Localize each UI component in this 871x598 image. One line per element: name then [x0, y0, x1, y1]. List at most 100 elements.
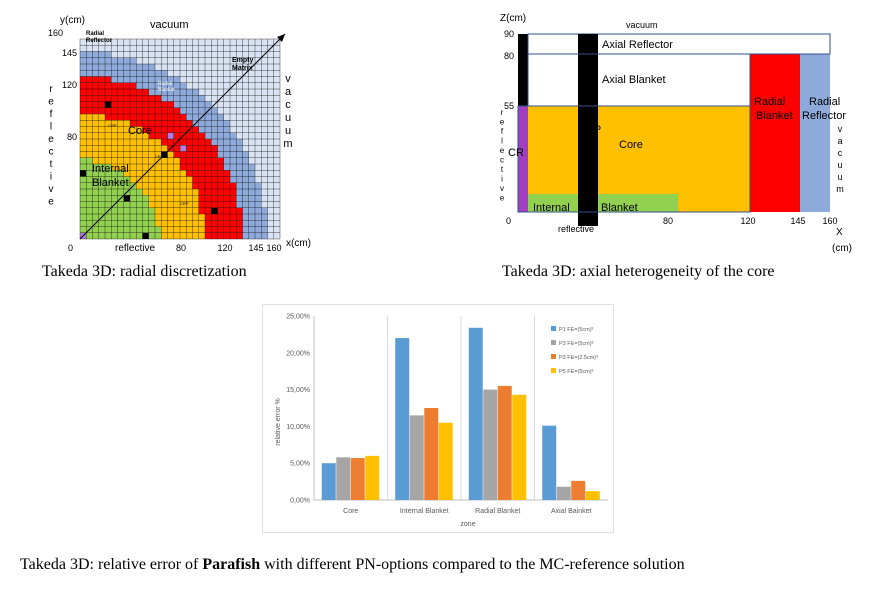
grid-cell	[198, 207, 205, 214]
grid-cell	[86, 76, 93, 83]
grid-cell	[130, 176, 137, 183]
grid-cell	[192, 126, 199, 133]
grid-cell	[267, 51, 274, 58]
radial-gridlines	[79, 38, 281, 240]
grid-cell	[161, 207, 168, 214]
grid-cell	[155, 170, 162, 177]
grid-cell	[217, 220, 224, 227]
grid-cell	[248, 157, 255, 164]
grid-cell	[167, 182, 174, 189]
grid-cell	[261, 226, 268, 233]
grid-cell	[80, 151, 87, 158]
grid-cell	[86, 151, 93, 158]
grid-cell	[161, 70, 168, 77]
grid-cell	[236, 70, 243, 77]
grid-cell	[136, 226, 143, 233]
grid-cell	[261, 82, 268, 89]
grid-cell	[136, 39, 143, 46]
grid-cell	[230, 139, 237, 146]
axial-reflector-label: Axial Reflector	[602, 39, 673, 51]
grid-cell	[155, 201, 162, 208]
grid-cell	[230, 214, 237, 221]
grid-cell	[211, 182, 218, 189]
grid-cell	[255, 214, 262, 221]
internal-blanket-label-2: Blanket	[92, 177, 129, 189]
grid-cell	[217, 207, 224, 214]
grid-cell	[130, 201, 137, 208]
grid-cell	[261, 157, 268, 164]
grid-cell	[148, 64, 155, 71]
grid-cell	[105, 214, 112, 221]
grid-cell	[198, 51, 205, 58]
grid-cell	[186, 120, 193, 127]
grid-cell	[273, 101, 280, 108]
grid-cell	[105, 132, 112, 139]
grid-cell	[267, 126, 274, 133]
grid-cell	[211, 51, 218, 58]
grid-cell	[180, 126, 187, 133]
grid-cell	[211, 114, 218, 121]
grid-cell	[248, 57, 255, 64]
grid-cell	[217, 189, 224, 196]
grid-cell	[180, 57, 187, 64]
grid-cell	[92, 39, 99, 46]
grid-cell	[167, 95, 174, 102]
grid-cell	[80, 76, 87, 83]
radial-x-tick: 145	[248, 243, 263, 253]
grid-cell	[148, 195, 155, 202]
grid-cell	[142, 189, 149, 196]
grid-cell	[148, 57, 155, 64]
radial-y-tick: 120	[62, 80, 77, 90]
grid-cell	[248, 232, 255, 239]
grid-cell	[80, 107, 87, 114]
chart-x-axis-label: zone	[460, 521, 475, 528]
grid-cell	[198, 45, 205, 52]
grid-cell	[167, 164, 174, 171]
grid-cell	[273, 64, 280, 71]
grid-cell	[123, 57, 130, 64]
grid-cell	[180, 45, 187, 52]
grid-cell	[186, 114, 193, 121]
grid-cell	[186, 145, 193, 152]
grid-cell	[205, 145, 212, 152]
grid-cell	[180, 114, 187, 121]
grid-cell	[148, 157, 155, 164]
grid-cell	[117, 157, 124, 164]
grid-cell	[248, 82, 255, 89]
axial-x-axis-label: X	[836, 227, 843, 238]
grid-cell	[217, 232, 224, 239]
grid-cell	[117, 182, 124, 189]
grid-cell	[117, 164, 124, 171]
grid-cell	[230, 89, 237, 96]
grid-cell	[161, 195, 168, 202]
grid-cell	[92, 176, 99, 183]
grid-cell	[86, 126, 93, 133]
grid-cell	[148, 76, 155, 83]
grid-cell	[211, 145, 218, 152]
empty-matrix-label-1: Empty	[232, 57, 254, 64]
grid-cell	[211, 76, 218, 83]
grid-cell	[86, 64, 93, 71]
grid-cell	[230, 189, 237, 196]
grid-cell	[255, 82, 262, 89]
grid-cell	[86, 232, 93, 239]
grid-cell	[123, 132, 130, 139]
grid-cell	[205, 114, 212, 121]
radial-x-axis-label: x(cm)	[286, 238, 311, 249]
grid-cell	[211, 189, 218, 196]
grid-cell	[230, 164, 237, 171]
grid-cell	[161, 220, 168, 227]
y-tick-label: 10,00%	[286, 424, 310, 431]
grid-cell	[161, 226, 168, 233]
grid-cell	[198, 145, 205, 152]
caption-bold: Parafish	[202, 556, 261, 573]
grid-cell	[80, 201, 87, 208]
grid-cell	[92, 214, 99, 221]
grid-cell	[161, 101, 168, 108]
grid-cell	[198, 39, 205, 46]
grid-cell	[167, 70, 174, 77]
grid-cell	[261, 107, 268, 114]
grid-cell	[111, 39, 118, 46]
grid-cell	[261, 132, 268, 139]
grid-cell	[123, 107, 130, 114]
